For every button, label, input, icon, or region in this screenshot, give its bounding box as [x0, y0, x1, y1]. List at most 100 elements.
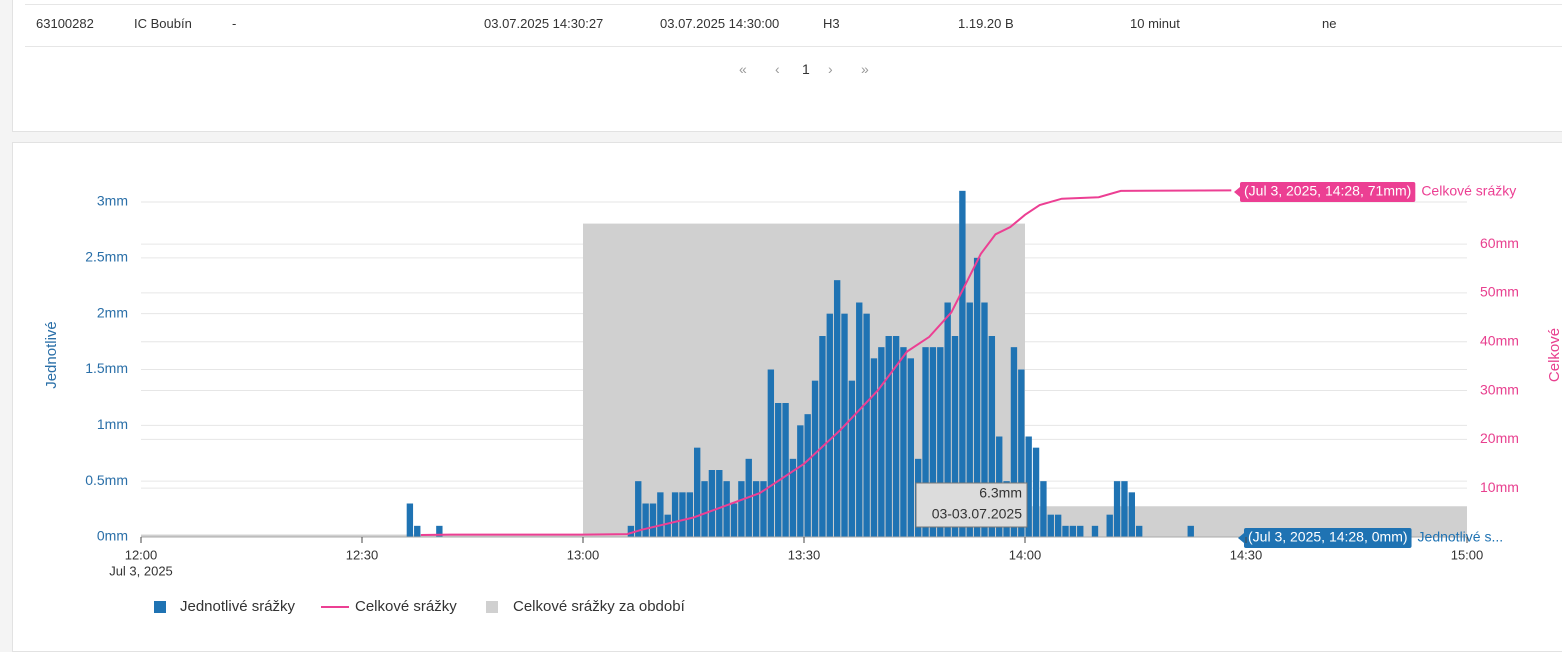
- bar: [730, 503, 738, 537]
- spike-label-total-text: (Jul 3, 2025, 14:28, 71mm): [1244, 183, 1411, 199]
- bar: [966, 302, 973, 537]
- spike-label-single-text: (Jul 3, 2025, 14:28, 0mm): [1248, 529, 1408, 545]
- page-prev[interactable]: ‹: [775, 61, 780, 77]
- cell: IC Boubín: [134, 16, 192, 31]
- legend-swatch: [154, 601, 166, 613]
- bar: [833, 280, 841, 537]
- bar: [811, 380, 819, 537]
- bar: [1032, 447, 1040, 537]
- bar: [1113, 481, 1121, 537]
- bar: [649, 503, 657, 537]
- y2-tick-label: 50mm: [1480, 284, 1519, 300]
- legend-label: Jednotlivé srážky: [180, 598, 296, 615]
- bar: [929, 347, 937, 537]
- bar: [686, 492, 693, 537]
- bar: [863, 313, 870, 537]
- bar: [1040, 481, 1047, 537]
- bar: [878, 347, 885, 537]
- cell: -: [232, 16, 237, 31]
- y2-tick-label: 40mm: [1480, 332, 1519, 348]
- y2-axis-title: Celkové: [1546, 328, 1562, 382]
- bar: [1106, 514, 1113, 537]
- y2-tick-label: 60mm: [1480, 235, 1519, 251]
- bar: [1121, 481, 1128, 537]
- table-panel: 63100282 IC Boubín - 03.07.2025 14:30:27…: [12, 0, 1562, 132]
- bar: [664, 514, 671, 537]
- bar: [760, 481, 767, 537]
- y2-tick-label: 20mm: [1480, 430, 1519, 446]
- bar: [708, 470, 716, 537]
- x-tick-label: 13:00: [567, 547, 600, 562]
- y2-tick-label: 30mm: [1480, 381, 1519, 397]
- bar: [657, 492, 664, 537]
- bar: [907, 358, 914, 537]
- bar: [856, 302, 863, 537]
- bar: [988, 336, 996, 537]
- legend: Jednotlivé srážky Celkové srážky Celkové s…: [154, 598, 686, 615]
- page-first[interactable]: «: [739, 61, 747, 77]
- y-tick-label: 2mm: [97, 304, 128, 320]
- bar: [436, 525, 443, 537]
- page-next[interactable]: ›: [828, 61, 833, 77]
- y2-tick-label: 10mm: [1480, 479, 1519, 495]
- cell: 03.07.2025 14:30:00: [660, 16, 780, 31]
- x-tick-label: 14:00: [1009, 547, 1042, 562]
- bar: [627, 525, 635, 537]
- tooltip-value: 6.3mm: [979, 485, 1022, 501]
- y-axis-title: Jednotlivé: [43, 321, 60, 389]
- y-tick-label: 2.5mm: [85, 249, 128, 265]
- bar: [1136, 525, 1143, 537]
- cell: 1.19.20 B: [958, 16, 1014, 31]
- x-date-label: Jul 3, 2025: [109, 563, 173, 578]
- legend-label: Celkové srážky: [355, 598, 457, 615]
- bar: [752, 481, 760, 537]
- row-border: [25, 4, 1562, 5]
- row-border: [25, 46, 1562, 47]
- bar: [1018, 369, 1025, 537]
- bar: [797, 425, 804, 537]
- tooltip-box: [915, 482, 1028, 528]
- cumulative-line: [420, 189, 1232, 536]
- y-tick-label: 0mm: [97, 528, 128, 544]
- tooltip-date: 03-03.07.2025: [932, 506, 1023, 522]
- bar: [694, 447, 701, 537]
- bar: [782, 403, 789, 537]
- bar: [922, 347, 929, 537]
- tooltip: 6.3mm 03-03.07.2025: [915, 482, 1028, 528]
- bar: [1054, 514, 1062, 537]
- spike-label-single-pointer: [1238, 533, 1244, 543]
- bar: [1062, 525, 1069, 537]
- page-number[interactable]: 1: [802, 61, 810, 77]
- legend-label: Celkové srážky za období: [513, 598, 686, 615]
- bar: [1128, 492, 1135, 537]
- bar: [701, 481, 708, 537]
- bar: [885, 336, 892, 537]
- bar: [892, 336, 900, 537]
- bar: [716, 470, 723, 537]
- bar: [679, 492, 686, 537]
- bar: [804, 414, 811, 537]
- cell: H3: [823, 16, 840, 31]
- period-total: [141, 534, 583, 537]
- x-tick-label: 12:30: [346, 547, 379, 562]
- bar: [1047, 514, 1054, 537]
- bar: [937, 347, 944, 537]
- bar: [642, 503, 649, 537]
- bar: [723, 481, 730, 537]
- spike-label-single: (Jul 3, 2025, 14:28, 0mm) Jednotlivé s...: [1238, 528, 1503, 548]
- bar: [738, 481, 745, 537]
- y-tick-label: 0.5mm: [85, 472, 128, 488]
- spike-label-total-series: Celkové srážky: [1421, 183, 1516, 199]
- cell: 03.07.2025 14:30:27: [484, 16, 604, 31]
- bar: [981, 302, 988, 537]
- bar: [848, 380, 856, 537]
- bar: [870, 358, 878, 537]
- bar: [1069, 525, 1077, 537]
- x-tick-label: 15:00: [1451, 547, 1484, 562]
- page-last[interactable]: »: [861, 61, 869, 77]
- y-tick-label: 3mm: [97, 193, 128, 209]
- spike-label-single-series: Jednotlivé s...: [1418, 529, 1504, 545]
- y-tick-label: 1.5mm: [85, 360, 128, 376]
- bar: [959, 190, 966, 538]
- bar: [1091, 525, 1099, 537]
